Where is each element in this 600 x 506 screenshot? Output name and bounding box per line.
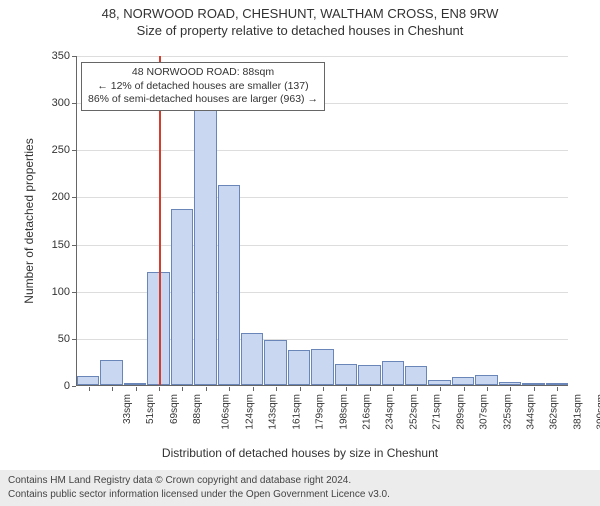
xtick-mark [182, 387, 183, 391]
annotation-box: 48 NORWOOD ROAD: 88sqm ← 12% of detached… [81, 62, 325, 111]
histogram-bar [428, 380, 450, 385]
xtick-mark [253, 387, 254, 391]
xtick-label: 198sqm [338, 394, 349, 430]
histogram-bar [77, 376, 99, 385]
ytick-mark [72, 339, 76, 340]
annotation-line3: 86% of semi-detached houses are larger (… [88, 93, 318, 107]
xtick-mark [300, 387, 301, 391]
footer-line1: Contains HM Land Registry data © Crown c… [8, 474, 592, 488]
histogram-bar [194, 110, 216, 385]
histogram-bar [311, 349, 333, 385]
gridline [77, 197, 568, 198]
ytick-label: 200 [30, 191, 70, 203]
xtick-mark [229, 387, 230, 391]
histogram-bar [499, 382, 521, 385]
xtick-mark [464, 387, 465, 391]
histogram-bar [288, 350, 310, 385]
histogram-bar [358, 365, 380, 385]
xtick-mark [393, 387, 394, 391]
chart-container: Number of detached properties 48 NORWOOD… [58, 56, 568, 416]
xtick-mark [323, 387, 324, 391]
ytick-label: 100 [30, 286, 70, 298]
x-axis-label: Distribution of detached houses by size … [0, 446, 600, 460]
histogram-bar [452, 377, 474, 385]
histogram-bar [100, 360, 122, 385]
xtick-label: 179sqm [315, 394, 326, 430]
xtick-label: 252sqm [408, 394, 419, 430]
xtick-label: 271sqm [432, 394, 443, 430]
chart-title-line1: 48, NORWOOD ROAD, CHESHUNT, WALTHAM CROS… [0, 6, 600, 21]
ytick-mark [72, 197, 76, 198]
ytick-label: 50 [30, 333, 70, 345]
xtick-label: 289sqm [455, 394, 466, 430]
footer: Contains HM Land Registry data © Crown c… [0, 470, 600, 506]
gridline [77, 56, 568, 57]
xtick-label: 88sqm [192, 394, 203, 424]
xtick-mark [346, 387, 347, 391]
histogram-bar [171, 209, 193, 385]
ytick-mark [72, 292, 76, 293]
histogram-bar [264, 340, 286, 385]
xtick-mark [487, 387, 488, 391]
xtick-label: 106sqm [221, 394, 232, 430]
xtick-mark [510, 387, 511, 391]
xtick-label: 325sqm [502, 394, 513, 430]
histogram-bar [522, 383, 544, 385]
ytick-label: 0 [30, 380, 70, 392]
gridline [77, 245, 568, 246]
xtick-mark [276, 387, 277, 391]
xtick-mark [159, 387, 160, 391]
xtick-mark [557, 387, 558, 391]
annotation-line2: ← 12% of detached houses are smaller (13… [88, 80, 318, 94]
ytick-mark [72, 150, 76, 151]
xtick-mark [534, 387, 535, 391]
histogram-bar [546, 383, 568, 385]
xtick-label: 33sqm [122, 394, 133, 424]
xtick-mark [370, 387, 371, 391]
xtick-label: 161sqm [291, 394, 302, 430]
xtick-label: 69sqm [169, 394, 180, 424]
ytick-mark [72, 386, 76, 387]
ytick-mark [72, 56, 76, 57]
xtick-label: 216sqm [362, 394, 373, 430]
xtick-mark [89, 387, 90, 391]
histogram-bar [335, 364, 357, 385]
histogram-bar [241, 333, 263, 385]
ytick-label: 350 [30, 50, 70, 62]
xtick-mark [206, 387, 207, 391]
histogram-bar [218, 185, 240, 385]
xtick-label: 124sqm [244, 394, 255, 430]
histogram-bar [382, 361, 404, 385]
gridline [77, 150, 568, 151]
xtick-mark [417, 387, 418, 391]
xtick-mark [440, 387, 441, 391]
xtick-label: 399sqm [596, 394, 600, 430]
histogram-bar [405, 366, 427, 385]
ytick-label: 250 [30, 144, 70, 156]
chart-title-line2: Size of property relative to detached ho… [0, 23, 600, 38]
ytick-label: 300 [30, 97, 70, 109]
xtick-label: 362sqm [549, 394, 560, 430]
ytick-mark [72, 103, 76, 104]
xtick-mark [112, 387, 113, 391]
annotation-line1: 48 NORWOOD ROAD: 88sqm [88, 66, 318, 80]
histogram-bar [475, 375, 497, 385]
xtick-mark [136, 387, 137, 391]
plot-area: 48 NORWOOD ROAD: 88sqm ← 12% of detached… [76, 56, 568, 386]
xtick-label: 234sqm [385, 394, 396, 430]
ytick-label: 150 [30, 239, 70, 251]
xtick-label: 381sqm [572, 394, 583, 430]
xtick-label: 51sqm [145, 394, 156, 424]
ytick-mark [72, 245, 76, 246]
xtick-label: 307sqm [479, 394, 490, 430]
xtick-label: 143sqm [268, 394, 279, 430]
xtick-label: 344sqm [526, 394, 537, 430]
histogram-bar [124, 383, 146, 385]
